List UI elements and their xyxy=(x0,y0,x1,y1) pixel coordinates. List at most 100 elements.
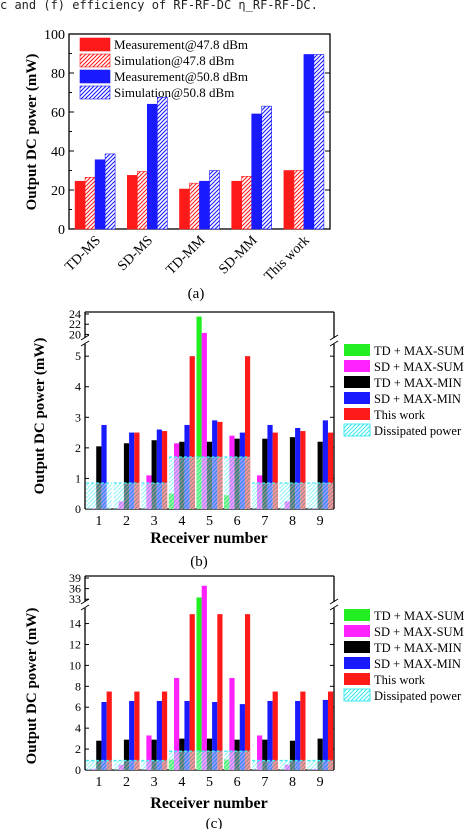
panel-b-axis-break-left xyxy=(80,334,90,347)
panel-a-legend-swatch xyxy=(79,37,111,52)
panel-c-legend-label: Dissipated power xyxy=(374,689,462,703)
panel-c-bar-dissipated xyxy=(113,760,140,770)
panel-c-bar-black xyxy=(151,739,157,770)
panel-c-bar-black xyxy=(317,738,323,770)
panel-c-bar-red xyxy=(327,691,334,770)
panel-c-axis-break-right xyxy=(329,598,339,611)
panel-c-bar-dissipated xyxy=(86,760,112,770)
panel-b-ytick-label: 3 xyxy=(75,410,81,424)
panel-a-bar-blue-solid xyxy=(251,113,262,230)
panel-b-bar-dissipated xyxy=(224,457,250,509)
panel-a-bar-red-solid xyxy=(74,180,86,230)
panel-c-xtick-label: 8 xyxy=(289,775,296,790)
panel-b-xtick-label: 3 xyxy=(151,514,158,529)
panel-b-xtick-label: 5 xyxy=(206,514,213,529)
panel-c-ytick-label: 10 xyxy=(69,658,81,672)
panel-b-ytick-label: 4 xyxy=(75,380,81,394)
panel-b-ytick-label-upper: 24 xyxy=(69,307,81,321)
panel-b-legend-swatch xyxy=(343,423,371,437)
panel-c-bar-blue xyxy=(156,700,162,770)
panel-b-bar-red xyxy=(327,432,334,509)
panel-c-bar-dissipated xyxy=(252,760,278,770)
panel-c-legend-swatch xyxy=(343,688,371,702)
panel-c-bar-magenta xyxy=(174,677,180,770)
panel-a-bar-red-solid xyxy=(231,180,242,230)
panel-b-bar-red xyxy=(272,432,278,509)
panel-a-bar-red-solid xyxy=(283,170,295,230)
panel-a-bar-red-hatch xyxy=(293,170,305,230)
panel-a-bar-red-solid xyxy=(179,188,190,230)
panel-b-xtick-label: 6 xyxy=(234,514,241,529)
panel-b-bar-black xyxy=(262,438,268,509)
panel-c-bar-dissipated xyxy=(169,751,195,770)
panel-a-bar-red-hatch xyxy=(84,177,96,230)
panel-c-bar-blue xyxy=(129,700,135,770)
panel-c-bar-blue xyxy=(239,704,245,770)
panel-c-ytick-label: 14 xyxy=(69,617,81,631)
panel-c-bar-red xyxy=(272,691,278,770)
panel-b-legend-swatch xyxy=(344,344,370,356)
panel-a-ylabel: Output DC power (mW) xyxy=(24,54,40,211)
panel-c-bar-blue xyxy=(322,699,328,770)
panel-b-bar-dissipated xyxy=(113,483,140,509)
panel-b-bar-black xyxy=(289,437,296,509)
panel-b-bar-blue xyxy=(295,428,301,509)
panel-a-ytick-label: 100 xyxy=(44,28,65,43)
panel-a-legend-label: Measurement@47.8 dBm xyxy=(114,37,248,52)
panel-a-bar-blue-hatch xyxy=(313,54,325,230)
panel-b-bar-blue xyxy=(129,432,135,509)
panel-b-bar-dissipated xyxy=(141,483,167,509)
panel-b-bar-dissipated xyxy=(279,483,306,509)
panel-b-bar-blue xyxy=(322,420,328,509)
panel-a-bar-red-solid xyxy=(127,175,138,230)
panel-b-bar-blue xyxy=(267,424,273,509)
panel-c-legend-label: SD + MAX-MIN xyxy=(374,657,461,671)
panel-a-bar-blue-hatch xyxy=(157,97,168,230)
panel-c-xtick-label: 9 xyxy=(317,775,324,790)
panel-a-bar-blue-solid xyxy=(303,54,315,230)
panel-c-bar-dissipated xyxy=(141,760,167,770)
panel-b-ytick-label-upper: 20 xyxy=(69,327,81,341)
panel-b-bar-black xyxy=(96,446,102,509)
panel-a-legend-swatch xyxy=(79,85,111,100)
panel-a-ytick-label: 0 xyxy=(58,223,65,238)
panel-a-bar-red-hatch xyxy=(189,182,200,230)
panel-a-legend-swatch xyxy=(79,69,111,84)
panel-b-bar-dissipated xyxy=(169,457,195,509)
panel-a-ytick-label: 40 xyxy=(51,145,65,160)
panel-b-legend-label: TD + MAX-MIN xyxy=(374,376,462,390)
panel-c-bar-blue xyxy=(295,700,301,770)
panel-b-legend-swatch xyxy=(344,392,370,404)
panel-a-bar-blue-hatch xyxy=(261,105,273,230)
panel-b-bar-magenta xyxy=(201,332,207,509)
panel-b-bar-blue xyxy=(101,424,107,509)
panel-a-bar-red-hatch xyxy=(241,176,252,230)
panel-c-legend-label: TD + MAX-SUM xyxy=(374,609,464,623)
panel-a-ytick-label: 60 xyxy=(51,106,65,121)
panel-b-legend-label: SD + MAX-SUM xyxy=(374,360,464,374)
panel-a-bar-red-hatch xyxy=(137,171,148,230)
panel-c-ytick-label: 2 xyxy=(75,742,81,756)
panel-b-bar-red xyxy=(161,431,168,509)
panel-c-legend-swatch xyxy=(344,673,370,685)
panel-a-legend-label: Simulation@47.8 dBm xyxy=(114,53,234,68)
panel-c-legend-label: SD + MAX-SUM xyxy=(374,625,464,639)
chart-panel-c: Output DC power (mW) Receiver number (c)… xyxy=(24,571,464,829)
panel-b-bar-dissipated xyxy=(86,483,112,509)
panel-c-legend-swatch xyxy=(344,657,370,669)
panel-a-label: (a) xyxy=(188,286,205,302)
panel-c-bar-black xyxy=(289,740,296,770)
panel-b-legend-swatch xyxy=(344,376,370,388)
panel-b-ytick-label: 1 xyxy=(75,471,81,485)
panel-c-bar-red xyxy=(244,614,251,770)
panel-c-xtick-label: 3 xyxy=(151,775,158,790)
panel-c-legend-swatch xyxy=(344,625,370,637)
panel-b-legend-swatch xyxy=(344,408,370,420)
panel-a-xtick-label: SD-MM xyxy=(216,233,261,278)
panel-c-bar-dissipated xyxy=(224,751,250,770)
panel-a-bar-blue-solid xyxy=(147,103,158,230)
panel-a-xtick-label: SD-MS xyxy=(115,233,156,274)
panel-c-bar-red xyxy=(217,614,223,770)
chart-panel-b: Output DC power (mW) Receiver number (b)… xyxy=(32,307,464,570)
